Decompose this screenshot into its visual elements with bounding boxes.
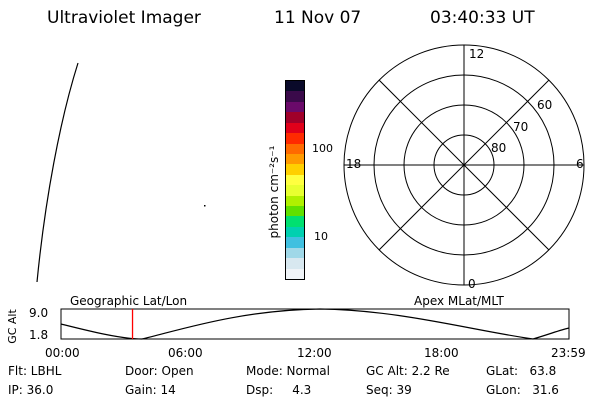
colorbar-segment (286, 133, 304, 144)
instrument-title: Ultraviolet Imager (47, 8, 201, 28)
colorbar-segment (286, 143, 304, 154)
status-ip: IP: 36.0 (8, 383, 54, 397)
x-tick-0600: 06:00 (168, 346, 203, 360)
lat-label-60: 60 (537, 98, 553, 112)
status-door: Door: Open (125, 364, 194, 378)
lat-label-80: 80 (491, 141, 507, 155)
colorbar-segment (286, 91, 304, 102)
colorbar-segment (286, 122, 304, 134)
timeline-left-label: Geographic Lat/Lon (70, 294, 188, 308)
image-speck (204, 205, 206, 207)
mlt-label-6: 6 (576, 157, 584, 171)
x-tick-1200: 12:00 (297, 346, 332, 360)
colorbar-segment (286, 112, 304, 123)
status-gc-alt: GC Alt: 2.2 Re (366, 364, 450, 378)
colorbar-segment (286, 206, 304, 217)
timeline-y-tick-top: 9.0 (29, 306, 49, 320)
colorbar-segment (286, 268, 304, 280)
colorbar-segment (286, 153, 304, 165)
colorbar-segment (286, 164, 304, 175)
colorbar (285, 80, 305, 280)
timeline-y-tick-bottom: 1.8 (29, 328, 49, 342)
x-tick-2359: 23:59 (551, 346, 586, 360)
colorbar-tick-10: 10 (314, 230, 328, 243)
status-glon: GLon: 31.6 (486, 383, 559, 397)
colorbar-segment (286, 185, 304, 196)
date-label: 11 Nov 07 (274, 8, 362, 28)
limb-arc (36, 62, 79, 283)
status-glat: GLat: 63.8 (486, 364, 557, 378)
timeline-right-label: Apex MLat/MLT (414, 294, 504, 308)
status-filter: Flt: LBHL (8, 364, 62, 378)
timeline-frame (60, 308, 570, 340)
status-mode: Mode: Normal (246, 364, 330, 378)
colorbar-segment (286, 258, 304, 269)
colorbar-segment (286, 101, 304, 113)
colorbar-segment (286, 195, 304, 207)
x-tick-0000: 00:00 (45, 346, 80, 360)
colorbar-segment (286, 226, 304, 238)
time-label: 03:40:33 UT (430, 8, 535, 28)
colorbar-segment (286, 81, 304, 92)
colorbar-segment (286, 216, 304, 227)
status-seq: Seq: 39 (366, 383, 412, 397)
altitude-curve (60, 308, 570, 340)
mlt-label-12: 12 (469, 47, 485, 61)
colorbar-tick-100: 100 (312, 142, 333, 155)
colorbar-segment (286, 174, 304, 186)
lat-label-70: 70 (513, 120, 529, 134)
colorbar-segment (286, 237, 304, 248)
colorbar-segment (286, 247, 304, 259)
status-dsp: Dsp: 4.3 (246, 383, 312, 397)
x-tick-1800: 18:00 (424, 346, 459, 360)
mlt-label-0: 0 (468, 277, 476, 291)
mlt-label-18: 18 (346, 157, 362, 171)
status-gain: Gain: 14 (125, 383, 176, 397)
